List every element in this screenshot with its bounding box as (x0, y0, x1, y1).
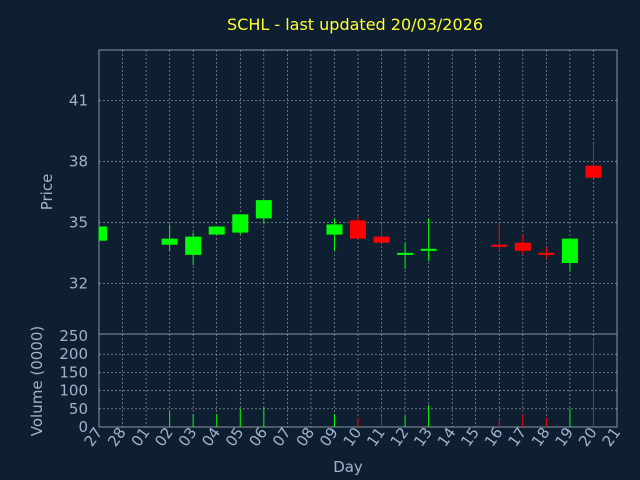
x-tick-label: 04 (198, 424, 224, 450)
candle-body (326, 224, 343, 235)
volume-tick-label: 50 (69, 400, 88, 418)
candle-body (208, 226, 225, 235)
x-tick-label: 09 (316, 424, 342, 450)
candle-body (561, 238, 578, 263)
candle-body (161, 238, 178, 245)
price-panel: 32 35 38 41 (69, 49, 618, 335)
x-tick-label: 05 (222, 424, 248, 450)
price-tick-label: 35 (69, 213, 88, 231)
candle-body (514, 242, 531, 251)
x-tick-label: 10 (340, 424, 366, 450)
price-tick-label: 41 (69, 92, 88, 110)
volume-panel: 2728010203040506070809101112131415161718… (59, 327, 624, 450)
volume-tick-label: 150 (59, 363, 88, 381)
x-tick-label: 21 (599, 424, 625, 450)
x-tick-label: 17 (504, 424, 530, 450)
candle-body (185, 236, 202, 255)
candle-body (420, 248, 437, 251)
x-tick-label: 06 (245, 424, 271, 450)
candle-body (491, 244, 508, 247)
x-axis-label: Day (333, 458, 363, 476)
price-tick-label: 32 (69, 274, 88, 292)
x-tick-label: 02 (151, 424, 177, 450)
candle-body (350, 220, 366, 239)
candle-body (538, 252, 555, 255)
candle-body (99, 226, 107, 241)
x-tick-label: 16 (481, 424, 507, 450)
x-tick-label: 07 (269, 424, 295, 450)
volume-tick-label: 200 (59, 345, 88, 363)
volume-tick-label: 250 (59, 327, 88, 345)
volume-tick-label: 0 (78, 418, 88, 436)
price-axis-label: Price (38, 174, 56, 211)
x-tick-label: 18 (528, 424, 554, 450)
chart-title: SCHL - last updated 20/03/2026 (227, 15, 483, 34)
candle-body (397, 252, 414, 255)
x-tick-label: 08 (292, 424, 318, 450)
price-tick-label: 38 (69, 153, 88, 171)
x-tick-label: 12 (387, 424, 413, 450)
x-tick-label: 19 (551, 424, 577, 450)
x-tick-label: 15 (457, 424, 483, 450)
candle-body (585, 165, 602, 178)
candle-body (255, 200, 272, 219)
x-tick-label: 20 (575, 424, 601, 450)
candle-body (232, 214, 249, 233)
x-tick-label: 13 (410, 424, 436, 450)
x-tick-label: 01 (128, 424, 154, 450)
candle-body (373, 236, 390, 243)
volume-tick-label: 100 (59, 382, 88, 400)
x-tick-label: 11 (363, 424, 389, 450)
x-tick-label: 03 (175, 424, 201, 450)
volume-axis-label: Volume (0000) (28, 326, 46, 436)
x-tick-label: 14 (434, 424, 460, 450)
x-tick-label: 28 (104, 424, 130, 450)
